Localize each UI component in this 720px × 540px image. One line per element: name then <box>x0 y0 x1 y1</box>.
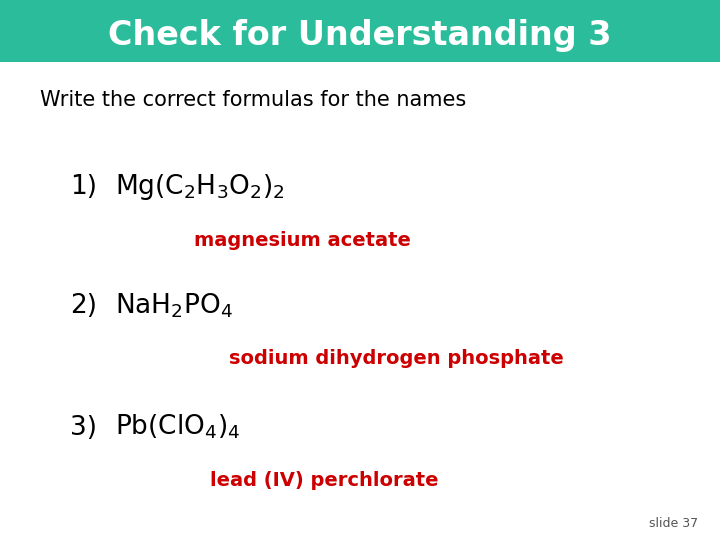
Text: $\mathregular{Pb(ClO_4)_4}$: $\mathregular{Pb(ClO_4)_4}$ <box>115 413 240 441</box>
Text: 3): 3) <box>71 415 97 441</box>
Text: 1): 1) <box>71 174 97 200</box>
Text: sodium dihydrogen phosphate: sodium dihydrogen phosphate <box>229 349 563 368</box>
Text: Write the correct formulas for the names: Write the correct formulas for the names <box>40 90 466 110</box>
Text: slide 37: slide 37 <box>649 517 698 530</box>
Text: $\mathregular{NaH_2PO_4}$: $\mathregular{NaH_2PO_4}$ <box>115 291 233 320</box>
Text: Check for Understanding 3: Check for Understanding 3 <box>108 19 612 52</box>
Text: lead (IV) perchlorate: lead (IV) perchlorate <box>210 471 438 490</box>
Text: magnesium acetate: magnesium acetate <box>194 231 411 249</box>
Text: $\mathregular{Mg(C_2H_3O_2)_2}$: $\mathregular{Mg(C_2H_3O_2)_2}$ <box>115 172 285 202</box>
FancyBboxPatch shape <box>0 0 720 62</box>
Text: 2): 2) <box>71 293 97 319</box>
